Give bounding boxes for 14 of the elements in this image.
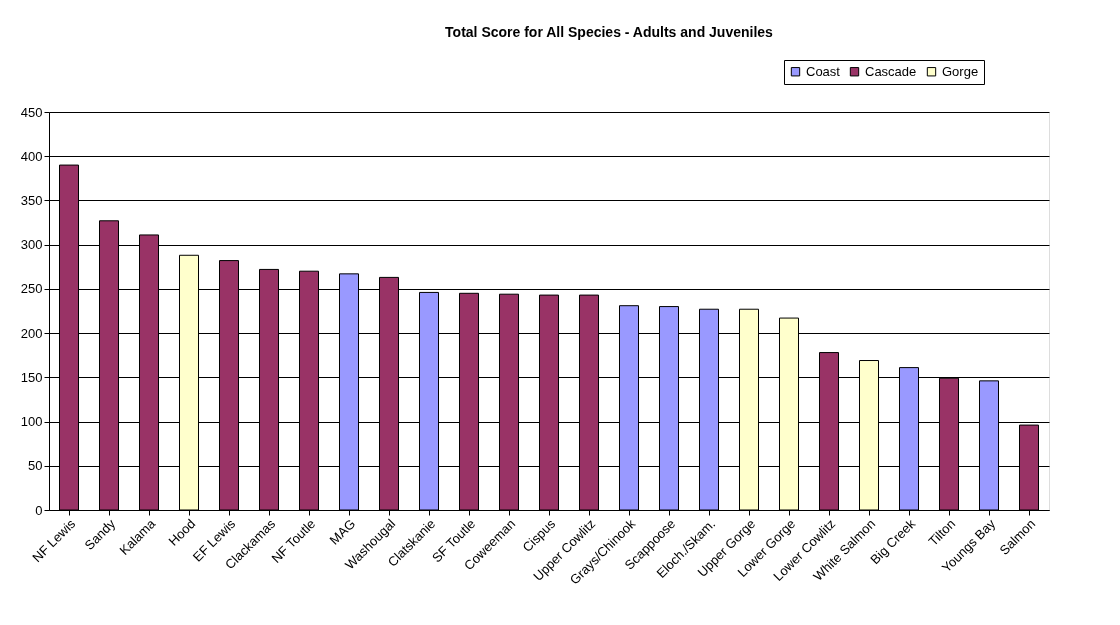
legend-label: Cascade <box>865 63 917 79</box>
y-tick-label: 450 <box>20 104 43 120</box>
legend-label: Gorge <box>942 63 979 79</box>
y-tick-label: 250 <box>20 281 43 297</box>
y-tick-label: 350 <box>20 192 43 208</box>
y-tick-label: 0 <box>35 502 43 518</box>
y-tick-label: 400 <box>20 148 43 164</box>
y-tick-label: 100 <box>20 414 43 430</box>
y-tick-label: 50 <box>28 458 43 474</box>
chart-title: Total Score for All Species - Adults and Juveniles <box>445 23 774 40</box>
y-tick-label: 300 <box>20 237 43 253</box>
y-tick-label: 200 <box>20 325 43 341</box>
legend-label: Coast <box>806 63 841 79</box>
y-tick-label: 150 <box>20 369 43 385</box>
